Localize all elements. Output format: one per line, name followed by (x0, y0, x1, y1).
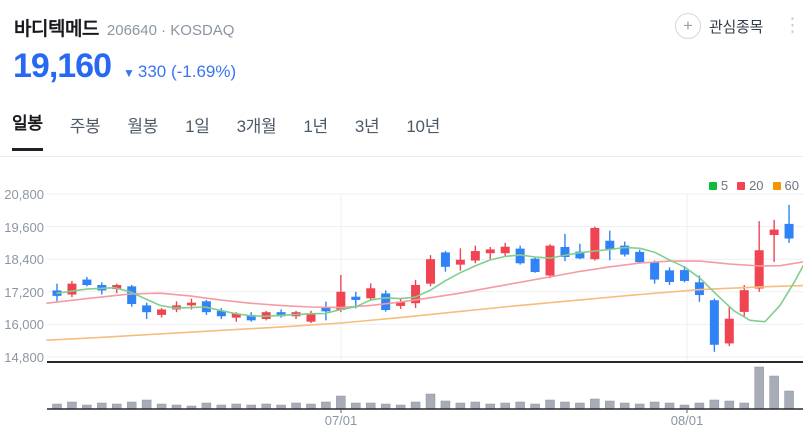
tab-1day[interactable]: 1일 (185, 117, 210, 136)
x-axis-label-july: 07/01 (324, 413, 358, 428)
tabs-divider (0, 156, 803, 157)
ma60-label: 60 (784, 178, 799, 193)
legend-ma20: 20 (737, 178, 764, 193)
ma60-swatch (772, 181, 781, 190)
legend-ma5: 5 (708, 178, 729, 193)
tab-1year[interactable]: 1년 (303, 117, 328, 136)
plus-icon: + (675, 13, 701, 39)
tab-3months[interactable]: 3개월 (236, 117, 277, 136)
y-axis-label: 16,000 (4, 317, 44, 332)
y-axis-label: 17,200 (4, 285, 44, 300)
stock-header: 바디텍메드 206640 · KOSDAQ (14, 14, 234, 41)
tab-10years[interactable]: 10년 (406, 117, 441, 136)
ma20-swatch (737, 181, 746, 190)
y-axis-label: 20,800 (4, 187, 44, 202)
down-arrow-icon: ▼ (123, 66, 135, 80)
stock-code: 206640 · KOSDAQ (106, 22, 235, 39)
stock-name: 바디텍메드 (14, 19, 99, 40)
price-change-text: 330 (-1.69%) (137, 62, 237, 81)
y-axis-label: 14,800 (4, 350, 44, 365)
tab-daily[interactable]: 일봉 (12, 109, 43, 151)
y-axis-label: 18,400 (4, 252, 44, 267)
tab-3years[interactable]: 3년 (354, 117, 380, 136)
ma5-label: 5 (720, 178, 729, 193)
legend-ma60: 60 (772, 178, 799, 193)
ma-legend: 5 20 60 (708, 178, 799, 193)
ma20-label: 20 (749, 178, 764, 193)
more-menu-icon[interactable]: ⋮ (783, 15, 802, 36)
y-axis-label: 19,600 (4, 220, 44, 235)
watchlist-label: 관심종목 (709, 18, 764, 36)
add-watchlist-button[interactable]: + 관심종목 (675, 13, 763, 39)
tab-weekly[interactable]: 주봉 (69, 117, 101, 136)
ma5-swatch (708, 181, 717, 190)
tab-monthly[interactable]: 월봉 (127, 117, 159, 136)
x-axis-label-august: 08/01 (670, 413, 704, 428)
chart-area: 20,800 19,600 18,400 17,200 16,000 14,80… (0, 157, 803, 437)
price-row: 19,160 ▼ 330 (-1.69%) (13, 47, 236, 86)
chart-canvas[interactable] (0, 157, 803, 437)
period-tabs: 일봉 주봉 월봉 1일 3개월 1년 3년 10년 (12, 109, 440, 151)
price-change: ▼ 330 (-1.69%) (123, 62, 236, 82)
current-price: 19,160 (13, 47, 112, 85)
